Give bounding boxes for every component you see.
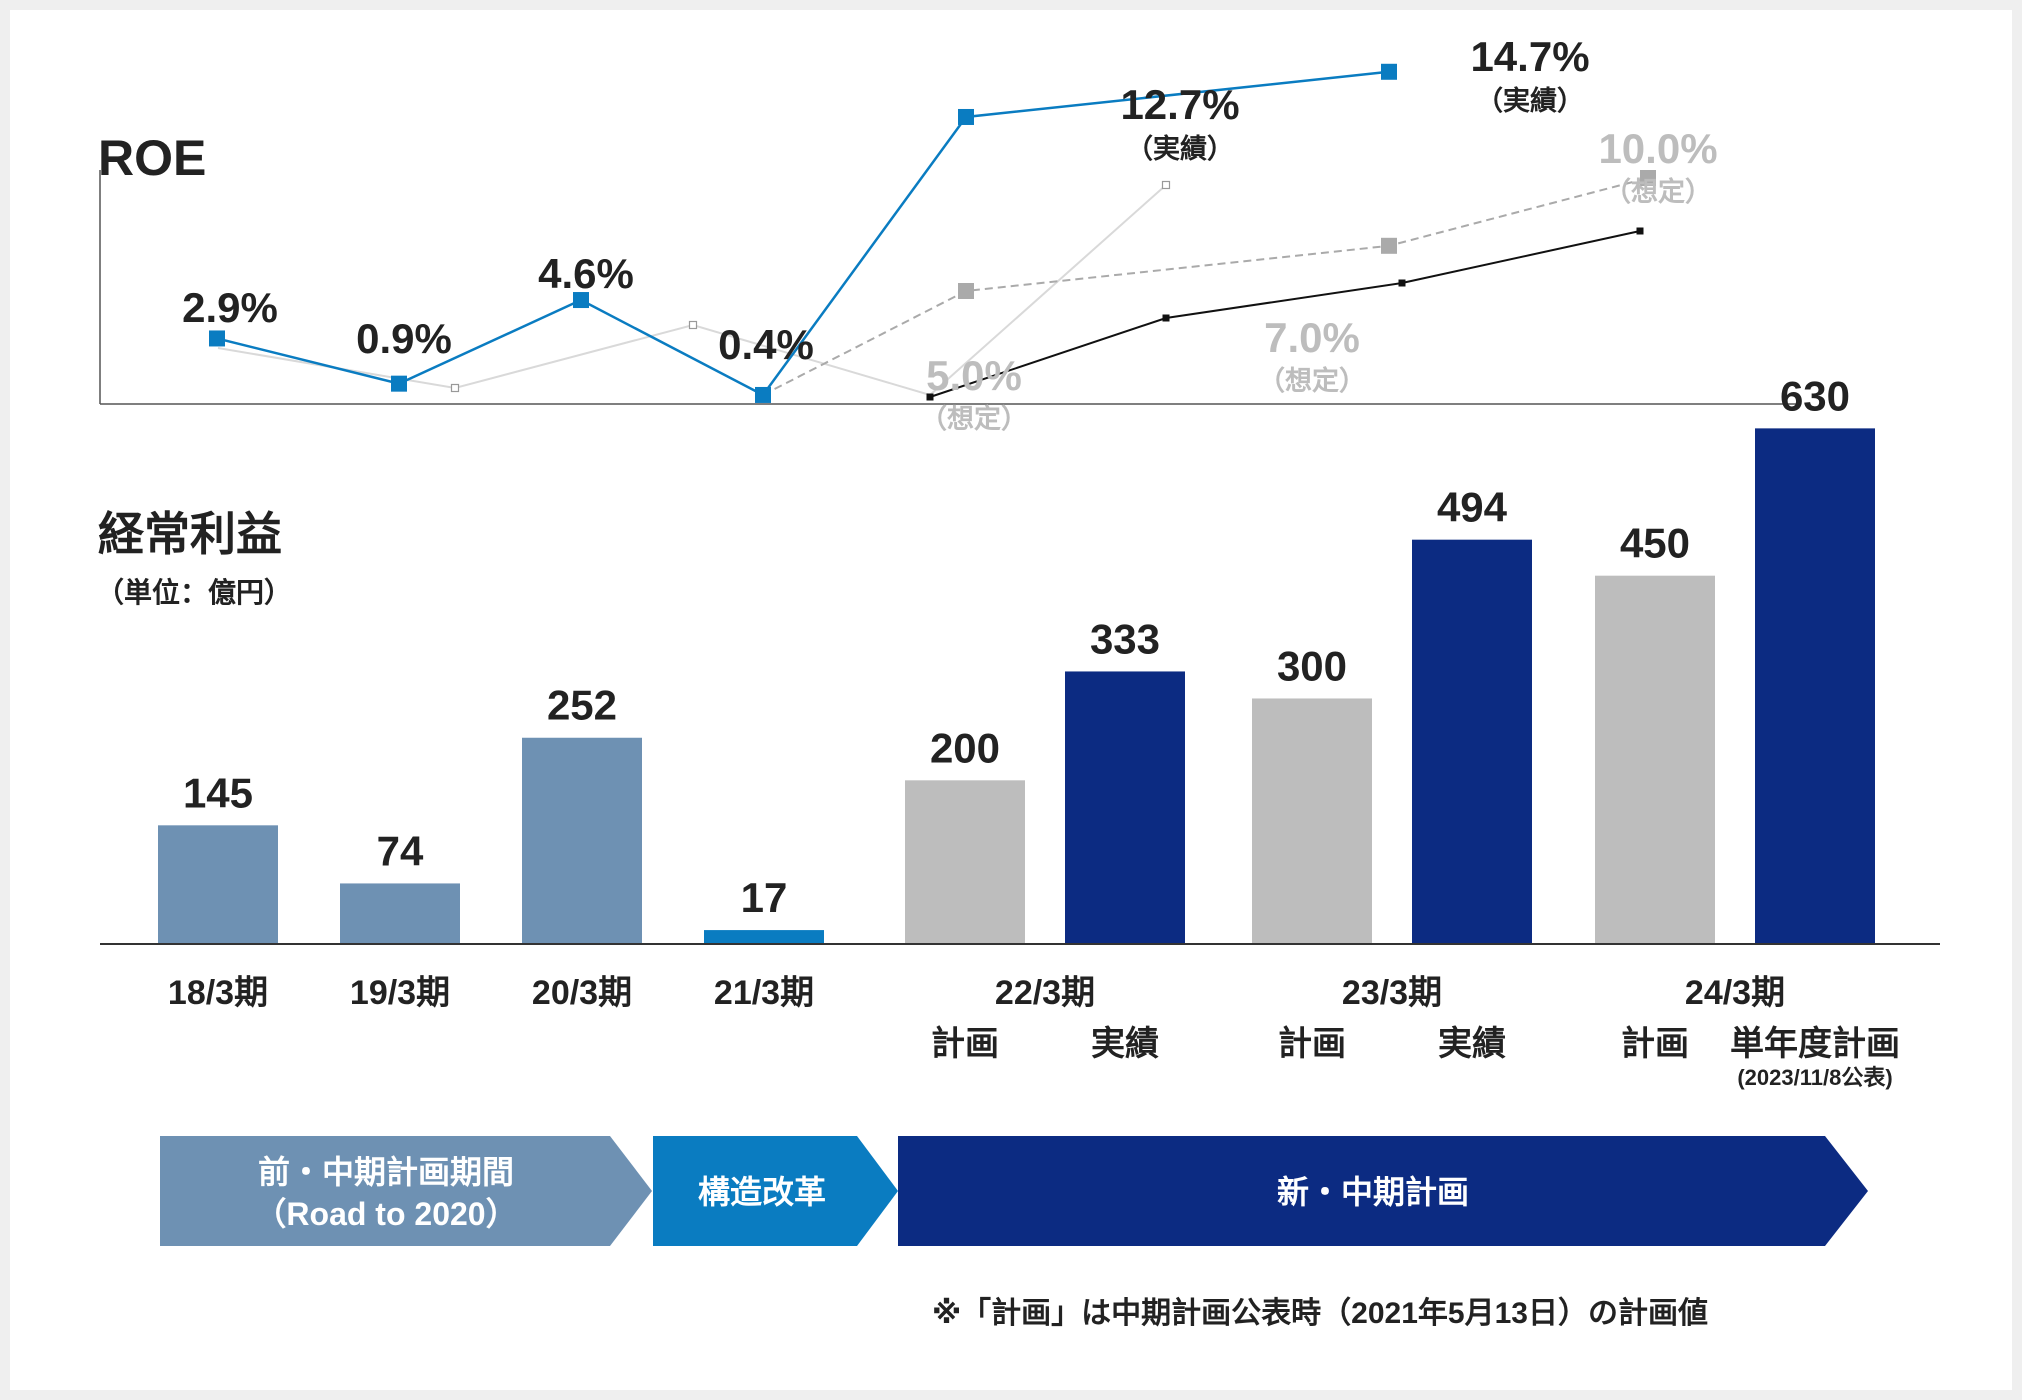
roe-trend-marker	[1636, 227, 1644, 235]
roe-trend-marker	[1398, 279, 1406, 287]
roe-trend-line	[929, 230, 1641, 398]
roe-assumed-sublabel: （想定）	[1604, 176, 1712, 207]
bar-9	[1595, 575, 1715, 944]
period-banner-2	[653, 1136, 898, 1246]
roe-assumed-marker	[1640, 170, 1656, 186]
roe-assumed-label: 10.0%	[1598, 125, 1717, 172]
bar-5	[905, 780, 1025, 944]
x-sub-tick-label: 単年度計画	[1730, 1025, 1900, 1063]
bar-8	[1412, 539, 1532, 944]
x-tick-label: 24/3期	[1685, 974, 1785, 1012]
roe-actual-label: 2.9%	[182, 284, 278, 331]
roe-assumed-label: 5.0%	[926, 352, 1022, 399]
roe-reference-marker	[450, 383, 460, 393]
bar-value-label: 252	[547, 682, 617, 729]
roe-actual-label: 4.6%	[538, 250, 634, 297]
footnote: ※「計画」は中期計画公表時（2021年5月13日）の計画値	[932, 1296, 1708, 1330]
bar-1	[158, 825, 278, 944]
bar-7	[1252, 698, 1372, 944]
bar-value-label: 200	[930, 724, 1000, 771]
roe-actual-sublabel: （実績）	[1476, 85, 1584, 116]
x-sub-tick-label: 計画	[1621, 1025, 1689, 1063]
roe-assumed-sublabel: （想定）	[1258, 365, 1366, 396]
roe-assumed-line	[762, 177, 1649, 396]
banner-subtitle: （Road to 2020）	[254, 1196, 517, 1232]
x-tick-label: 19/3期	[350, 974, 450, 1012]
bar-10	[1755, 428, 1875, 944]
x-sub-note: (2023/11/8公表)	[1737, 1065, 1892, 1090]
roe-trend-marker	[926, 393, 934, 401]
roe-actual-line	[216, 70, 1390, 397]
period-banner-3	[898, 1136, 1868, 1246]
x-tick-label: 20/3期	[532, 974, 632, 1012]
bar-value-label: 630	[1780, 372, 1850, 419]
profit-bar-chart: 145 74 252 17 200 333 300 494 450 630	[158, 372, 1875, 944]
roe-actual-marker	[958, 108, 974, 125]
roe-actual-label: 14.7%	[1470, 33, 1589, 80]
banner-title: 前・中期計画期間	[258, 1154, 514, 1190]
roe-actual-marker	[1381, 63, 1397, 80]
roe-assumed-marker	[1381, 237, 1397, 254]
roe-assumed-marker	[958, 283, 974, 299]
roe-line-chart: 2.9% 0.9% 4.6% 0.4% 12.7% （実績） 14.7% （実績） 5.0% （想…	[182, 33, 1717, 434]
period-banner-1	[160, 1136, 652, 1246]
x-tick-label: 23/3期	[1342, 974, 1442, 1012]
profit-unit-label: （単位：億円）	[96, 576, 292, 608]
bar-value-label: 333	[1090, 615, 1160, 662]
roe-actual-marker	[755, 386, 771, 403]
roe-assumed-label: 7.0%	[1264, 314, 1360, 361]
roe-actual-marker	[573, 292, 589, 309]
roe-trend-marker	[1162, 314, 1170, 322]
banner-title: 構造改革	[698, 1174, 826, 1210]
roe-actual-marker	[391, 375, 407, 392]
bar-value-label: 74	[377, 827, 424, 874]
bar-6	[1065, 671, 1185, 944]
profit-title: 経常利益	[98, 508, 282, 560]
bar-value-label: 145	[183, 769, 253, 816]
banner-title: 新・中期計画	[1277, 1174, 1469, 1210]
x-sub-tick-label: 計画	[1278, 1025, 1346, 1063]
bar-value-label: 450	[1620, 520, 1690, 567]
x-tick-label: 22/3期	[995, 974, 1095, 1012]
bar-4	[704, 930, 824, 944]
bar-2	[340, 883, 460, 944]
roe-reference-marker	[1161, 180, 1171, 190]
roe-actual-sublabel: （実績）	[1126, 133, 1234, 164]
x-sub-tick-label: 実績	[1091, 1025, 1159, 1063]
roe-actual-marker	[209, 330, 225, 347]
bar-3	[522, 737, 642, 944]
period-banners: 前・中期計画期間 （Road to 2020） 構造改革 新・中期計画	[160, 1136, 1868, 1246]
x-sub-tick-label: 計画	[931, 1025, 999, 1063]
x-tick-label: 18/3期	[168, 974, 268, 1012]
bar-value-label: 17	[741, 874, 788, 921]
x-sub-tick-label: 実績	[1438, 1025, 1506, 1063]
roe-title: ROE	[98, 130, 206, 186]
x-tick-label: 21/3期	[714, 974, 814, 1012]
bar-value-label: 494	[1437, 484, 1508, 531]
roe-reference-marker	[688, 320, 698, 330]
bar-value-label: 300	[1277, 642, 1347, 689]
roe-actual-label: 0.9%	[356, 315, 452, 362]
roe-assumed-sublabel: （想定）	[920, 403, 1028, 434]
roe-actual-label: 12.7%	[1120, 81, 1239, 128]
roe-actual-label: 0.4%	[718, 321, 814, 368]
